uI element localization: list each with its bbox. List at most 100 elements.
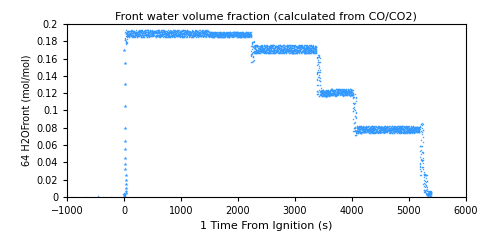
Point	[183, 28, 191, 32]
Point	[201, 33, 208, 37]
Point	[264, 51, 271, 55]
Point	[380, 130, 388, 134]
Point	[218, 33, 226, 37]
Point	[328, 93, 336, 97]
Point	[239, 34, 246, 38]
Point	[157, 30, 165, 34]
Point	[256, 45, 264, 48]
Point	[279, 50, 287, 54]
Point	[163, 32, 170, 36]
Point	[312, 49, 320, 53]
Point	[304, 51, 312, 55]
Point	[298, 51, 306, 54]
Point	[135, 31, 143, 35]
Point	[363, 125, 371, 129]
Point	[303, 45, 311, 49]
Point	[146, 28, 154, 32]
Point	[261, 44, 269, 48]
Point	[235, 31, 243, 35]
Point	[218, 34, 226, 38]
Point	[316, 70, 324, 73]
Point	[322, 92, 329, 96]
Point	[216, 30, 224, 34]
Point	[412, 127, 420, 131]
Point	[356, 130, 364, 133]
Point	[185, 35, 192, 39]
Point	[166, 29, 174, 32]
Point	[253, 49, 261, 53]
Point	[121, 195, 129, 198]
Point	[351, 114, 359, 118]
Point	[419, 156, 427, 160]
Point	[368, 128, 375, 132]
Point	[141, 29, 148, 33]
Point	[250, 44, 258, 48]
Point	[331, 92, 339, 96]
Point	[410, 127, 418, 131]
Point	[176, 34, 183, 38]
Point	[273, 49, 281, 53]
Point	[326, 93, 334, 97]
Point	[223, 33, 230, 37]
Point	[423, 179, 431, 183]
Point	[418, 159, 426, 162]
Point	[419, 140, 427, 144]
Point	[286, 46, 294, 49]
Point	[256, 49, 264, 53]
Point	[196, 30, 204, 34]
Point	[136, 33, 144, 37]
Point	[404, 125, 411, 129]
Point	[357, 130, 364, 134]
Point	[235, 31, 242, 35]
Point	[198, 29, 206, 33]
Point	[206, 34, 214, 37]
Point	[148, 34, 156, 38]
Point	[145, 34, 153, 38]
Point	[171, 32, 179, 36]
Point	[267, 49, 275, 53]
Point	[404, 129, 411, 133]
Point	[333, 90, 340, 94]
Point	[205, 35, 213, 39]
Point	[370, 126, 378, 130]
Point	[362, 125, 370, 128]
Point	[268, 44, 276, 48]
Point	[253, 51, 261, 54]
Point	[247, 34, 254, 38]
Point	[255, 47, 263, 51]
Point	[195, 33, 203, 37]
Point	[384, 128, 392, 132]
Point	[397, 129, 405, 132]
Point	[202, 31, 209, 35]
Point	[364, 129, 372, 133]
Point	[245, 33, 252, 37]
Point	[293, 45, 300, 49]
Point	[184, 30, 192, 34]
Point	[253, 43, 261, 47]
Point	[302, 48, 310, 52]
Point	[263, 49, 270, 53]
Point	[165, 33, 172, 36]
Point	[262, 51, 270, 54]
Point	[186, 31, 194, 35]
Point	[337, 90, 345, 93]
Point	[221, 31, 229, 35]
Point	[409, 125, 417, 129]
Point	[186, 31, 194, 35]
Point	[334, 92, 342, 96]
Point	[386, 127, 394, 131]
Point	[289, 43, 297, 47]
Point	[135, 29, 143, 33]
Point	[156, 32, 164, 36]
Point	[282, 46, 289, 50]
Point	[402, 124, 410, 128]
Point	[422, 183, 430, 187]
Point	[307, 51, 314, 54]
Point	[166, 30, 173, 33]
Point	[208, 31, 216, 35]
Point	[336, 87, 344, 91]
Point	[277, 49, 285, 53]
Point	[315, 88, 323, 92]
Point	[360, 127, 367, 131]
Point	[256, 48, 264, 51]
